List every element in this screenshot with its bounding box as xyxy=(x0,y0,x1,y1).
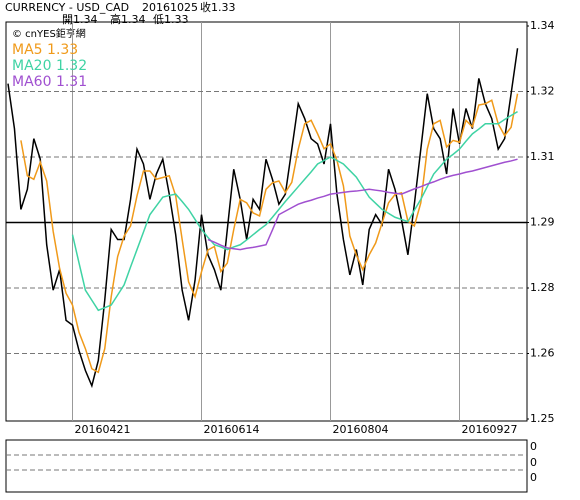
legend-entry: MA60 1.31 xyxy=(12,74,87,90)
legend-value: 1.33 xyxy=(47,42,78,58)
series-line xyxy=(207,158,518,251)
y-tick-label: 1.34 xyxy=(530,19,555,32)
x-tick-label: 20160421 xyxy=(75,423,131,436)
y-tick-label: 1.26 xyxy=(530,347,555,360)
legend-value: 1.32 xyxy=(56,58,87,74)
legend-name: MA60 xyxy=(12,74,51,90)
quote-value: 1.34 xyxy=(121,13,146,26)
quote-label: 高 xyxy=(110,12,121,26)
legend-value: 1.31 xyxy=(56,74,87,90)
x-tick-label: 20160927 xyxy=(462,423,518,436)
legend-name: MA20 xyxy=(12,58,51,74)
watermark: © cnYES鉅亨網 xyxy=(12,27,86,40)
quote-value: 1.33 xyxy=(164,13,189,26)
y-tick-label: 1.25 xyxy=(530,412,555,425)
legend-name: MA5 xyxy=(12,42,43,58)
x-tick-label: 20160614 xyxy=(204,423,260,436)
header-title: CURRENCY - USD_CAD xyxy=(5,1,129,14)
y-tick-label: 1.29 xyxy=(530,216,555,229)
sub-panel xyxy=(5,439,528,493)
quote-label: 開 xyxy=(62,13,73,26)
quote-label: 收 xyxy=(200,0,211,14)
y-tick-label: 0 xyxy=(530,471,537,484)
y-tick-label: 1.32 xyxy=(530,85,555,98)
quote-label: 低 xyxy=(153,13,164,26)
series-line xyxy=(20,93,519,374)
main-panel xyxy=(5,21,528,422)
legend-entry: MA20 1.32 xyxy=(12,58,87,74)
y-tick-label: 1.31 xyxy=(530,150,555,163)
y-tick-label: 0 xyxy=(530,440,537,453)
series-line xyxy=(7,48,519,389)
legend-entry: MA5 1.33 xyxy=(12,42,78,58)
header-date: 20161025 xyxy=(142,1,198,14)
y-tick-label: 0 xyxy=(530,456,537,469)
series-line xyxy=(71,110,518,312)
quote-value: 1.33 xyxy=(211,1,236,14)
x-tick-label: 20160804 xyxy=(333,423,389,436)
y-tick-label: 1.28 xyxy=(530,281,555,294)
quote-value: 1.34 xyxy=(73,13,98,26)
